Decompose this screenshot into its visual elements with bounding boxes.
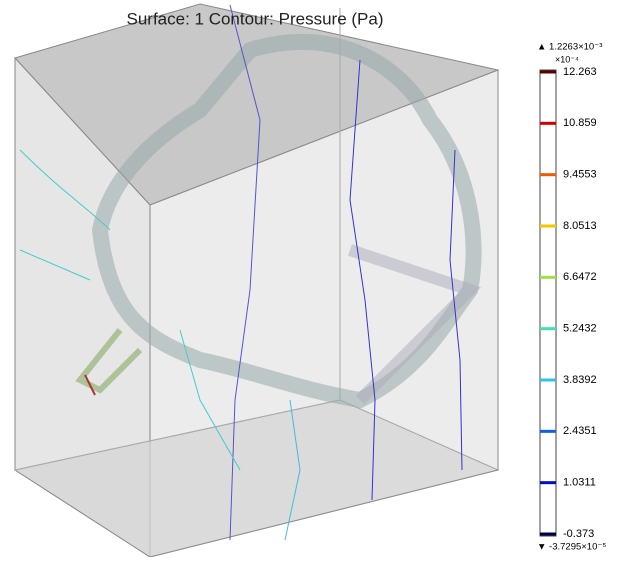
colorbar-min: ▼ -3.7295×10⁻⁵ — [537, 542, 606, 553]
colorbar-tick-label: 1.0311 — [563, 477, 596, 489]
colorbar — [540, 70, 556, 536]
colorbar-tick-label: 2.4351 — [563, 425, 597, 437]
colorbar-tick-label: 12.263 — [563, 66, 597, 78]
colorbar-multiplier: ×10⁻⁴ — [555, 54, 579, 64]
colorbar-tick-label: 9.4553 — [563, 169, 597, 181]
colorbar-tick-label: 5.2432 — [563, 323, 597, 335]
colorbar-tick-label: 6.6472 — [563, 271, 597, 283]
colorbar-tick-label: 10.859 — [563, 117, 597, 129]
plot-window: Surface: 1 Contour: Pressure (Pa) ▲ 1.22… — [0, 0, 619, 557]
colorbar-max: ▲ 1.2263×10⁻³ — [537, 42, 602, 53]
colorbar-tick-label: 3.8392 — [563, 374, 597, 386]
colorbar-tick-label: 8.0513 — [563, 220, 597, 232]
plot-title: Surface: 1 Contour: Pressure (Pa) — [126, 9, 383, 28]
colorbar-tick-label: -0.373 — [563, 528, 594, 540]
